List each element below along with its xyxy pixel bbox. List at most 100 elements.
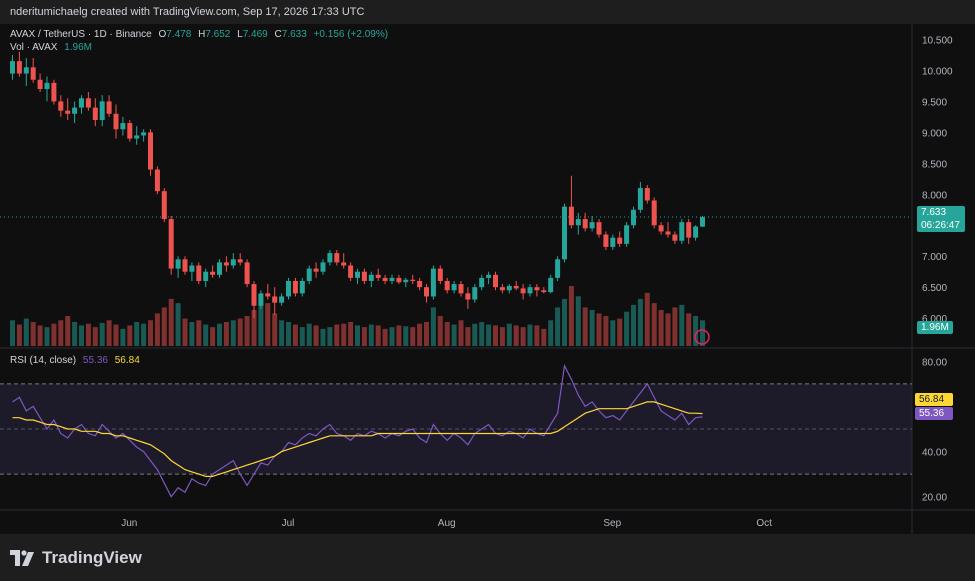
candle-body bbox=[348, 265, 354, 278]
volume-bar bbox=[644, 292, 650, 346]
volume-bar bbox=[603, 316, 609, 346]
chart-caption: nderitumichaelg created with TradingView… bbox=[10, 6, 365, 18]
candle-body bbox=[658, 225, 664, 232]
volume-bar bbox=[196, 320, 202, 346]
rsi-value: 55.36 bbox=[82, 355, 108, 366]
symbol-name: AVAX / TetherUS · 1D · Binance bbox=[10, 29, 152, 40]
volume-bar bbox=[341, 323, 347, 346]
rsi-tick-label: 20.00 bbox=[922, 493, 947, 504]
volume-bar bbox=[258, 298, 264, 346]
candle-body bbox=[237, 259, 243, 263]
volume-bar bbox=[541, 328, 547, 346]
candle-body bbox=[141, 132, 147, 136]
time-tick-label: Aug bbox=[438, 518, 456, 529]
candle-body bbox=[651, 200, 657, 226]
rsi-tick-label: 40.00 bbox=[922, 448, 947, 459]
candle-body bbox=[617, 237, 623, 244]
volume-bar bbox=[624, 311, 630, 346]
candle-body bbox=[189, 265, 195, 272]
volume-bar bbox=[189, 322, 195, 346]
volume-bar bbox=[237, 318, 243, 346]
candle-body bbox=[230, 259, 236, 266]
time-tick-label: Sep bbox=[603, 518, 621, 529]
price-tick-label: 8.000 bbox=[922, 190, 947, 201]
candle-body bbox=[168, 219, 174, 269]
volume-bar bbox=[596, 313, 602, 346]
volume-bar bbox=[555, 307, 561, 346]
rsi-legend: RSI (14, close) 55.36 56.84 bbox=[10, 355, 140, 366]
last-price-tag: 7.633 06:26:47 bbox=[917, 206, 965, 232]
volume-bar bbox=[265, 303, 271, 346]
volume-bar bbox=[85, 323, 91, 346]
candle-body bbox=[382, 277, 388, 281]
volume-bar bbox=[548, 320, 554, 346]
volume-bar bbox=[534, 325, 540, 346]
chart-frame[interactable]: 10.50010.0009.5009.0008.5008.0007.5007.0… bbox=[0, 24, 975, 534]
volume-bar bbox=[589, 310, 595, 346]
candle-body bbox=[700, 217, 705, 227]
volume-bar bbox=[65, 316, 71, 346]
volume-bar bbox=[562, 298, 567, 346]
volume-bar bbox=[527, 324, 533, 346]
candle-body bbox=[217, 262, 222, 275]
candle-body bbox=[65, 110, 71, 114]
candle-body bbox=[582, 219, 588, 229]
volume-bar bbox=[230, 320, 236, 346]
open-value: 7.478 bbox=[166, 29, 192, 40]
volume-bar bbox=[44, 327, 50, 346]
volume-bar bbox=[499, 327, 505, 346]
candle-body bbox=[327, 253, 333, 263]
price-tick-label: 10.500 bbox=[922, 35, 953, 46]
candle-body bbox=[451, 284, 457, 291]
candle-body bbox=[182, 259, 188, 272]
volume-bar bbox=[382, 328, 388, 346]
candle-body bbox=[555, 259, 561, 278]
candle-body bbox=[493, 274, 498, 288]
candle-body bbox=[499, 287, 505, 291]
candle-body bbox=[465, 293, 471, 300]
volume-bar bbox=[437, 316, 443, 346]
candle-body bbox=[154, 169, 160, 192]
volume-bar bbox=[348, 322, 354, 346]
tradingview-brand: TradingView bbox=[42, 548, 142, 567]
candle-body bbox=[320, 262, 326, 272]
volume-bar bbox=[217, 323, 222, 346]
volume-bar bbox=[403, 326, 409, 346]
candle-body bbox=[292, 280, 298, 294]
volume-bar bbox=[672, 307, 678, 346]
volume-bar bbox=[16, 324, 22, 346]
volume-bar bbox=[286, 322, 291, 346]
volume-bar bbox=[279, 320, 285, 346]
volume-bar bbox=[513, 325, 519, 346]
candle-body bbox=[479, 277, 485, 288]
volume-bar bbox=[320, 328, 326, 346]
candle-body bbox=[106, 101, 112, 114]
volume-bar bbox=[58, 320, 64, 346]
volume-bar bbox=[175, 303, 181, 346]
candle-body bbox=[403, 279, 409, 283]
volume-bar bbox=[430, 307, 436, 346]
volume-bar bbox=[686, 313, 692, 346]
volume-bar bbox=[417, 323, 423, 346]
candle-body bbox=[251, 284, 257, 306]
candle-body bbox=[596, 222, 602, 235]
candle-body bbox=[92, 107, 98, 120]
volume-bar bbox=[665, 313, 671, 346]
volume-bar bbox=[148, 320, 153, 346]
chart-canvas[interactable]: 10.50010.0009.5009.0008.5008.0007.5007.0… bbox=[0, 24, 975, 534]
tradingview-logo: TradingView bbox=[10, 548, 142, 568]
volume-bar bbox=[251, 310, 257, 346]
volume-bar bbox=[375, 325, 381, 346]
volume-bar bbox=[389, 327, 395, 346]
candle-body bbox=[85, 98, 91, 108]
candle-body bbox=[472, 287, 478, 300]
volume-bar bbox=[631, 304, 636, 346]
candle-body bbox=[534, 287, 540, 291]
candle-body bbox=[368, 274, 374, 281]
volume-bar bbox=[651, 303, 657, 346]
volume-bar bbox=[37, 325, 43, 346]
candle-body bbox=[258, 293, 264, 306]
candle-body bbox=[665, 231, 671, 235]
price-tick-label: 7.000 bbox=[922, 252, 947, 263]
volume-bar bbox=[272, 313, 278, 346]
